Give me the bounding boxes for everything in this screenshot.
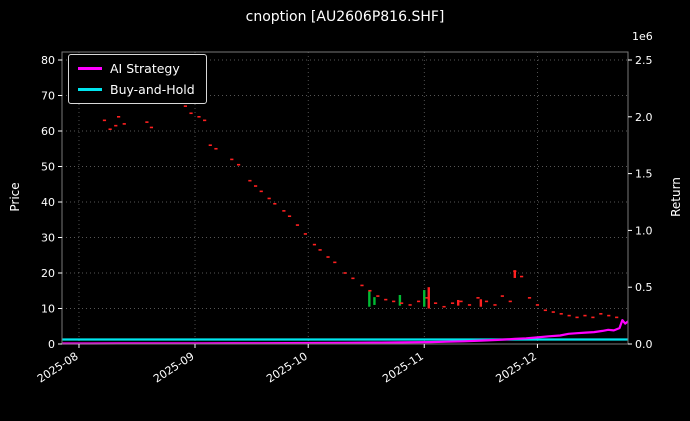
svg-text:0: 0 bbox=[48, 338, 55, 351]
svg-text:60: 60 bbox=[41, 125, 55, 138]
svg-text:50: 50 bbox=[41, 161, 55, 174]
svg-text:2025-11: 2025-11 bbox=[380, 350, 426, 386]
ai-strategy-line-swatch bbox=[78, 67, 102, 70]
plot-border bbox=[61, 51, 629, 345]
right-axis-multiplier: 1e6 bbox=[632, 30, 653, 43]
svg-text:70: 70 bbox=[41, 90, 55, 103]
svg-text:2025-08: 2025-08 bbox=[35, 350, 81, 386]
return-series bbox=[62, 319, 629, 345]
svg-text:1.5: 1.5 bbox=[635, 168, 653, 181]
svg-text:40: 40 bbox=[41, 196, 55, 209]
legend-label-buy-and-hold: Buy-and-Hold bbox=[110, 82, 195, 97]
legend-label-ai-strategy: AI Strategy bbox=[110, 61, 180, 76]
svg-text:2025-09: 2025-09 bbox=[151, 350, 197, 386]
buy-and-hold-line-swatch bbox=[78, 88, 102, 91]
left-axis-label: Price bbox=[8, 182, 22, 212]
right-axis-label: Return bbox=[669, 177, 683, 217]
svg-text:1.0: 1.0 bbox=[635, 224, 653, 237]
price-scatter bbox=[102, 105, 619, 319]
svg-text:20: 20 bbox=[41, 267, 55, 280]
ai-strategy-line bbox=[62, 319, 629, 345]
svg-text:2025-12: 2025-12 bbox=[493, 350, 539, 386]
svg-text:80: 80 bbox=[41, 54, 55, 67]
legend-item-ai-strategy: AI Strategy bbox=[78, 61, 195, 76]
legend-item-buy-and-hold: Buy-and-Hold bbox=[78, 82, 195, 97]
svg-text:0.0: 0.0 bbox=[635, 338, 653, 351]
svg-text:2.0: 2.0 bbox=[635, 111, 653, 124]
svg-text:30: 30 bbox=[41, 232, 55, 245]
svg-text:2025-10: 2025-10 bbox=[264, 350, 310, 386]
chart-title: cnoption [AU2606P816.SHF] bbox=[245, 9, 445, 25]
svg-text:10: 10 bbox=[41, 303, 55, 316]
tick-marks bbox=[58, 59, 632, 348]
legend: AI Strategy Buy-and-Hold bbox=[68, 54, 207, 104]
svg-text:2.5: 2.5 bbox=[635, 54, 653, 67]
svg-text:0.5: 0.5 bbox=[635, 281, 653, 294]
